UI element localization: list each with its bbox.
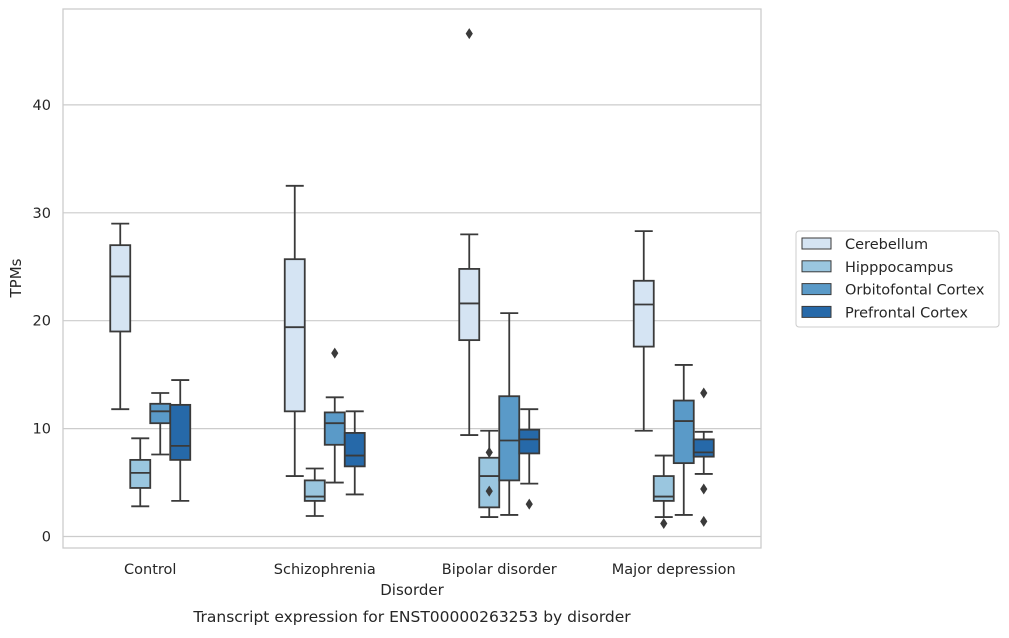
- y-tick-label: 10: [33, 422, 51, 438]
- x-axis-label: Disorder: [380, 581, 444, 599]
- outlier-point: [331, 347, 339, 359]
- box-2-3: [518, 408, 541, 510]
- box-3-2: [672, 364, 695, 516]
- legend-entry: Orbitofontal Cortex: [801, 283, 985, 299]
- box-body: [343, 432, 366, 468]
- box-body: [458, 268, 481, 342]
- outlier-point: [700, 515, 708, 527]
- gridlines: [63, 104, 761, 538]
- legend-label: Hipppocampus: [845, 260, 953, 276]
- box-3-0: [632, 230, 655, 432]
- outlier-point: [700, 483, 708, 495]
- y-axis-label: TPMs: [7, 258, 25, 298]
- box-body: [632, 279, 655, 348]
- outlier-point: [525, 498, 533, 510]
- box-0-3: [169, 379, 192, 502]
- outlier-point: [700, 387, 708, 399]
- box-2-1: [478, 429, 501, 518]
- y-tick-label: 40: [33, 98, 51, 114]
- legend-entry: Prefrontal Cortex: [801, 305, 968, 321]
- box-body: [169, 403, 192, 461]
- legend-entry: Hipppocampus: [801, 260, 953, 276]
- plot-frame: [62, 8, 762, 549]
- box-3-3: [692, 387, 715, 527]
- box-0-0: [109, 222, 132, 411]
- outlier-point: [485, 485, 493, 497]
- legend-label: Orbitofontal Cortex: [845, 283, 985, 299]
- box-body: [109, 244, 132, 333]
- y-tick-label: 20: [33, 314, 51, 330]
- box-body: [692, 438, 715, 458]
- outlier-point: [660, 518, 668, 530]
- box-body: [652, 475, 675, 502]
- y-axis-ticks: 0 10 20 30 40: [33, 98, 51, 546]
- box-2-2: [498, 312, 521, 516]
- x-tick-label: Schizophrenia: [274, 562, 376, 578]
- legend-swatch: [801, 283, 832, 296]
- box-2-0: [458, 28, 481, 436]
- box-body: [478, 456, 501, 509]
- box-3-1: [652, 454, 675, 530]
- y-tick-label: 0: [42, 530, 51, 546]
- x-tick-label: Bipolar disorder: [442, 562, 557, 578]
- y-tick-label: 30: [33, 206, 51, 222]
- box-1-3: [343, 410, 366, 496]
- legend-entry: Cerebellum: [801, 237, 928, 253]
- outlier-point: [485, 446, 493, 458]
- box-0-2: [149, 392, 172, 456]
- boxes: [109, 28, 715, 530]
- box-body: [498, 395, 521, 482]
- box-body: [323, 411, 346, 446]
- legend-label: Cerebellum: [845, 237, 928, 253]
- legend-swatch: [801, 305, 832, 318]
- x-tick-label: Control: [124, 562, 176, 578]
- legend-frame: [795, 230, 1000, 328]
- legend-swatch: [801, 260, 832, 273]
- outlier-point: [465, 28, 473, 40]
- box-1-2: [323, 347, 346, 484]
- legend-swatch: [801, 237, 832, 250]
- box-body: [283, 258, 306, 413]
- x-axis-category-labels: Control Schizophrenia Bipolar disorder Majo…: [124, 562, 736, 578]
- chart-caption: Transcript expression for ENST0000026325…: [192, 608, 631, 626]
- x-tick-label: Major depression: [612, 562, 736, 578]
- legend: Cerebellum Hipppocampus Orbitofontal Corte…: [795, 230, 1000, 328]
- box-body: [672, 399, 695, 465]
- box-body: [518, 428, 541, 455]
- box-body: [129, 458, 152, 489]
- box-1-1: [303, 467, 326, 517]
- box-0-1: [129, 437, 152, 508]
- box-body: [303, 479, 326, 502]
- box-body: [149, 402, 172, 425]
- box-1-0: [283, 184, 306, 477]
- legend-label: Prefrontal Cortex: [845, 305, 968, 321]
